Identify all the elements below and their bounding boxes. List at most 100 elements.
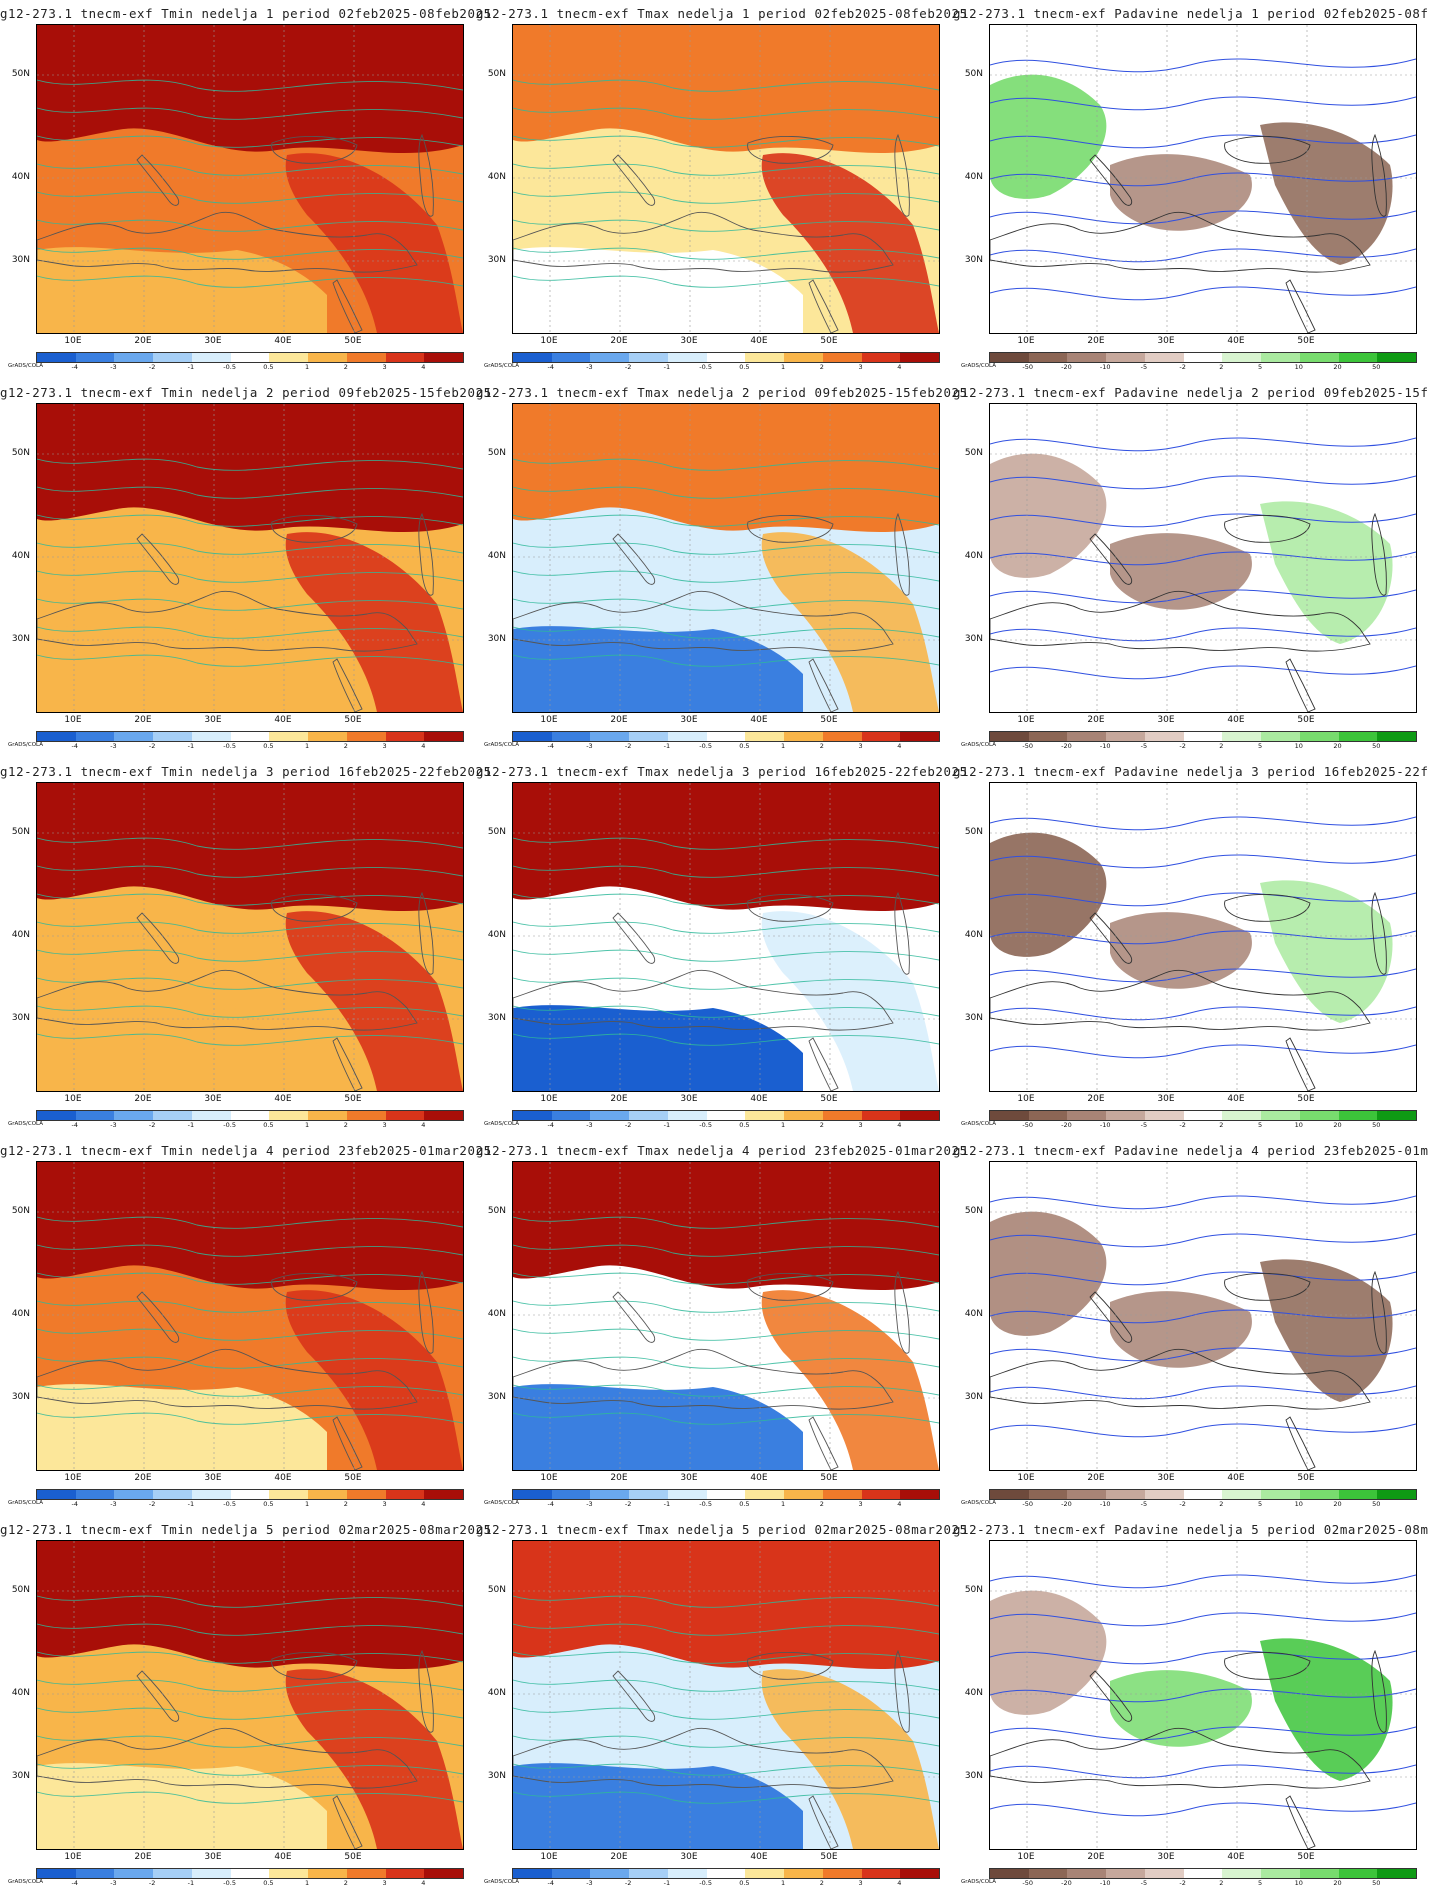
colorbar-swatch bbox=[346, 732, 386, 741]
panel-title: g12-273.1 tnecm-exf Tmin nedelja 1 perio… bbox=[0, 6, 492, 21]
coastline bbox=[37, 590, 418, 652]
colorbar-swatch bbox=[37, 1111, 76, 1120]
colorbar-swatch bbox=[1028, 732, 1068, 741]
coastline bbox=[271, 515, 358, 543]
colorbar-label: -10 bbox=[1099, 742, 1111, 750]
latitude-label: 40N bbox=[487, 1688, 506, 1698]
coastline bbox=[808, 279, 839, 333]
colorbar-swatch bbox=[385, 1111, 425, 1120]
colorbar-swatch bbox=[745, 1869, 785, 1878]
field-north-anomaly bbox=[37, 1162, 463, 1291]
colorbar-swatch bbox=[1183, 732, 1223, 741]
grads-credit: GrADS/COLA bbox=[961, 363, 996, 369]
colorbar-swatch bbox=[590, 732, 630, 741]
colorbar-label: 20 bbox=[1333, 1879, 1342, 1887]
coastline bbox=[37, 1348, 418, 1410]
colorbar-label: -2 bbox=[624, 1121, 632, 1129]
temperature-isoline bbox=[513, 1384, 939, 1397]
temperature-isoline bbox=[37, 1763, 463, 1776]
grads-credit: GrADS/COLA bbox=[961, 742, 996, 748]
latitude-label: 30N bbox=[964, 1392, 983, 1402]
colorbar-swatch bbox=[513, 1111, 552, 1120]
coastline bbox=[136, 1670, 180, 1722]
map-canvas bbox=[990, 1541, 1416, 1849]
colorbar-label: -0.5 bbox=[223, 742, 236, 750]
colorbar-swatch bbox=[1067, 353, 1107, 362]
longitude-label: 20E bbox=[610, 715, 628, 725]
coastline bbox=[271, 1652, 358, 1680]
latitude-label: 30N bbox=[487, 634, 506, 644]
colorbar-swatch bbox=[861, 1111, 901, 1120]
colorbar bbox=[36, 731, 464, 742]
field-south-anomaly bbox=[513, 247, 803, 333]
colorbar-swatch bbox=[861, 732, 901, 741]
panel-title: g12-273.1 tnecm-exf Tmax nedelja 4 perio… bbox=[476, 1143, 968, 1158]
field-east-anomaly bbox=[285, 911, 463, 1091]
temperature-isoline bbox=[513, 1623, 939, 1636]
colorbar-label: -0.5 bbox=[223, 1879, 236, 1887]
colorbar-swatch bbox=[1261, 1869, 1300, 1878]
latitude-label: 50N bbox=[964, 1206, 983, 1216]
precip-isoline bbox=[990, 1347, 1416, 1362]
colorbar-label: -2 bbox=[148, 1500, 156, 1508]
longitude-label: 20E bbox=[610, 336, 628, 346]
colorbar-swatch bbox=[1338, 353, 1378, 362]
coastline bbox=[612, 912, 656, 964]
colorbar-label: 20 bbox=[1333, 1500, 1342, 1508]
colorbar-label: -2 bbox=[624, 1879, 632, 1887]
colorbar-label: 2 bbox=[1219, 1121, 1224, 1129]
temperature-isoline bbox=[37, 1300, 463, 1313]
field-east-anomaly bbox=[285, 1669, 463, 1849]
field-north-anomaly bbox=[37, 404, 463, 533]
precip-isoline bbox=[990, 854, 1416, 869]
coastline bbox=[612, 1670, 656, 1722]
longitude-label: 20E bbox=[1087, 1852, 1105, 1862]
field-south-anomaly bbox=[37, 1763, 327, 1849]
colorbar-swatch bbox=[153, 732, 192, 741]
coastline bbox=[271, 136, 358, 164]
longitude-label: 30E bbox=[680, 1852, 698, 1862]
field-south-anomaly bbox=[513, 1384, 803, 1470]
field-south-anomaly bbox=[37, 1005, 327, 1091]
longitude-label: 40E bbox=[750, 1852, 768, 1862]
tmax-anomaly-map bbox=[512, 1161, 940, 1471]
colorbar-swatch bbox=[308, 1869, 347, 1878]
coastline bbox=[808, 1416, 839, 1470]
coastline bbox=[990, 590, 1371, 652]
grads-credit: GrADS/COLA bbox=[484, 363, 519, 369]
precip-isoline bbox=[990, 1233, 1416, 1248]
colorbar-label: 0.5 bbox=[263, 1500, 274, 1508]
panel-tmin-week-2: g12-273.1 tnecm-exf Tmin nedelja 2 perio… bbox=[0, 379, 491, 758]
longitude-label: 40E bbox=[274, 1473, 292, 1483]
colorbar-swatch bbox=[900, 1111, 940, 1120]
colorbar-label: 4 bbox=[897, 1121, 902, 1129]
colorbar-label: 2 bbox=[819, 1879, 824, 1887]
grads-credit: GrADS/COLA bbox=[8, 363, 43, 369]
temperature-isoline bbox=[37, 1272, 463, 1285]
longitude-label: 10E bbox=[1017, 1473, 1035, 1483]
coastline bbox=[37, 1727, 418, 1789]
coastline bbox=[808, 1037, 839, 1091]
longitude-label: 40E bbox=[274, 336, 292, 346]
temperature-isoline bbox=[513, 107, 939, 120]
latitude-label: 50N bbox=[11, 448, 30, 458]
coastline bbox=[1285, 279, 1316, 333]
coastline bbox=[1089, 154, 1133, 206]
colorbar-label: 2 bbox=[819, 1121, 824, 1129]
colorbar-label: 5 bbox=[1258, 363, 1263, 371]
temperature-isoline bbox=[37, 1216, 463, 1229]
colorbar-swatch bbox=[308, 732, 347, 741]
colorbar-label: 0.5 bbox=[739, 363, 750, 371]
colorbar-swatch bbox=[1299, 353, 1339, 362]
colorbar bbox=[989, 352, 1417, 363]
colorbar-swatch bbox=[1261, 1111, 1300, 1120]
colorbar-label: 1 bbox=[305, 742, 310, 750]
tmin-anomaly-map bbox=[36, 782, 464, 1092]
field-north-anomaly bbox=[513, 1541, 939, 1670]
colorbar-label: -5 bbox=[1140, 1121, 1148, 1129]
precip-anomaly-map bbox=[989, 403, 1417, 713]
grads-credit: GrADS/COLA bbox=[8, 1121, 43, 1127]
coastline bbox=[1089, 912, 1133, 964]
coastline bbox=[612, 154, 656, 206]
temperature-isoline bbox=[37, 107, 463, 120]
